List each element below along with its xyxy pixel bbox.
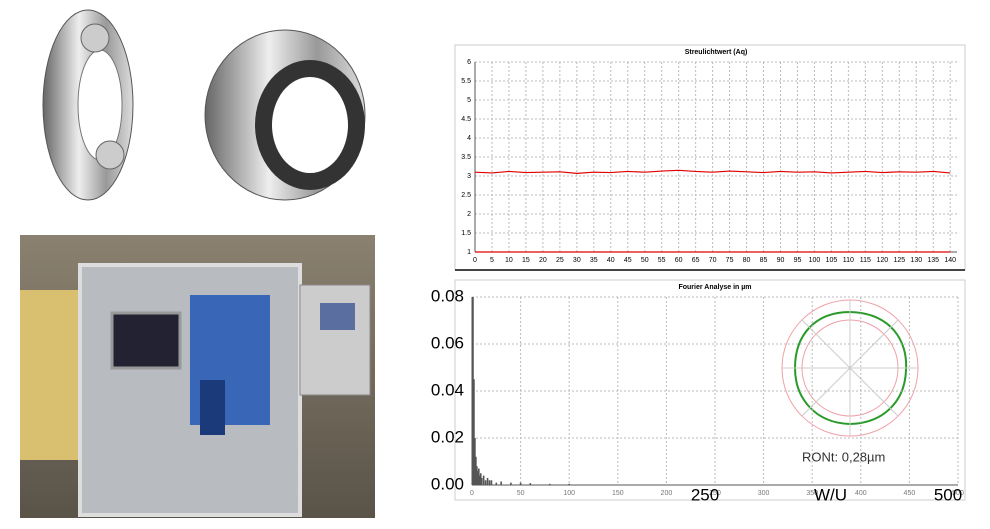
bar [475, 456, 477, 485]
x-tick-label: 75 [726, 257, 734, 264]
x-tick-label: 25 [556, 257, 564, 264]
x-tick-label: 5 [490, 257, 494, 264]
x-axis-label: W/U [814, 485, 847, 504]
y-tick-label: 6 [467, 59, 471, 66]
x-tick-label: 450 [904, 490, 916, 497]
x-tick-label: 140 [944, 257, 956, 264]
y-tick-label: 5 [467, 97, 471, 104]
x-tick-label: 120 [876, 257, 888, 264]
y-tick-label: 0.08 [431, 286, 464, 305]
x-tick-label-large: 250 [691, 485, 719, 504]
bar [488, 480, 491, 485]
x-tick-label: 105 [826, 257, 838, 264]
bar [473, 379, 475, 485]
bar [480, 477, 483, 485]
x-tick-label: 0 [470, 490, 474, 497]
bar [519, 482, 522, 485]
x-tick-label: 15 [522, 257, 530, 264]
machine-photo [20, 235, 375, 518]
bar [477, 470, 479, 485]
y-tick-label: 5.5 [461, 78, 471, 85]
chart-frame [454, 279, 966, 501]
bar [474, 438, 476, 485]
chart-title: Fourier Analyse in µm [678, 284, 751, 291]
x-tick-label: 90 [777, 257, 785, 264]
x-tick-label: 35 [590, 257, 598, 264]
bar [478, 475, 481, 485]
y-tick-label: 0.06 [431, 333, 464, 352]
x-tick-label: 10 [505, 257, 513, 264]
x-tick-label: 55 [658, 257, 666, 264]
bar [484, 480, 487, 485]
bar [478, 468, 480, 485]
bar [490, 480, 493, 485]
x-tick-label: 250 [709, 490, 721, 497]
x-tick-label: 100 [563, 490, 575, 497]
y-tick-label: 1.5 [461, 230, 471, 237]
bar [476, 466, 478, 485]
bar [510, 482, 512, 485]
bar [486, 477, 489, 485]
data-line [474, 169, 951, 174]
x-tick-label: 0 [473, 257, 477, 264]
y-tick-label: 4 [467, 135, 471, 142]
x-tick-label: 110 [843, 257, 854, 264]
x-tick-label: 20 [539, 257, 547, 264]
x-tick-label: 400 [855, 490, 867, 497]
x-tick-label: 200 [661, 490, 673, 497]
y-tick-label: 2 [467, 211, 471, 218]
x-tick-label: 95 [794, 257, 802, 264]
annotation: RONt: 0,28µm [802, 449, 885, 464]
x-tick-label: 300 [758, 490, 770, 497]
y-tick-label: 2.5 [461, 192, 471, 199]
x-tick-label: 125 [893, 257, 905, 264]
x-tick-label: 135 [927, 257, 939, 264]
x-tick-label: 500 [952, 490, 964, 497]
x-tick-label: 85 [760, 257, 768, 264]
x-tick-label: 50 [517, 490, 525, 497]
bar [529, 483, 532, 485]
x-tick-label: 150 [612, 490, 624, 497]
y-tick-label: 0.04 [431, 380, 464, 399]
bar [472, 297, 474, 485]
bar [568, 483, 570, 485]
x-tick-label: 130 [910, 257, 922, 264]
x-tick-label: 40 [607, 257, 615, 264]
y-tick-label: 3 [467, 173, 471, 180]
y-tick-label: 3.5 [461, 154, 471, 161]
x-tick-label: 65 [692, 257, 700, 264]
y-tick-label: 0.00 [431, 474, 464, 493]
x-tick-label-large: 500 [934, 485, 962, 504]
x-tick-label: 50 [641, 257, 649, 264]
bar [479, 473, 482, 485]
x-tick-label: 115 [860, 257, 871, 264]
x-tick-label: 80 [743, 257, 751, 264]
x-tick-label: 350 [806, 490, 818, 497]
roundness-plot [781, 299, 919, 437]
bar [495, 482, 498, 485]
y-tick-label: 0.02 [431, 427, 464, 446]
x-tick-label: 30 [573, 257, 581, 264]
x-tick-label: 60 [675, 257, 683, 264]
y-tick-label: 4.5 [461, 116, 471, 123]
chart-title: Streulichtwert (Aq) [685, 49, 748, 56]
bar [548, 483, 551, 485]
x-tick-label: 70 [709, 257, 717, 264]
bar [482, 475, 485, 485]
x-tick-label: 100 [809, 257, 821, 264]
bar [500, 481, 502, 485]
bearing-photo [42, 9, 366, 201]
y-tick-label: 1 [467, 249, 471, 256]
x-tick-label: 45 [624, 257, 632, 264]
